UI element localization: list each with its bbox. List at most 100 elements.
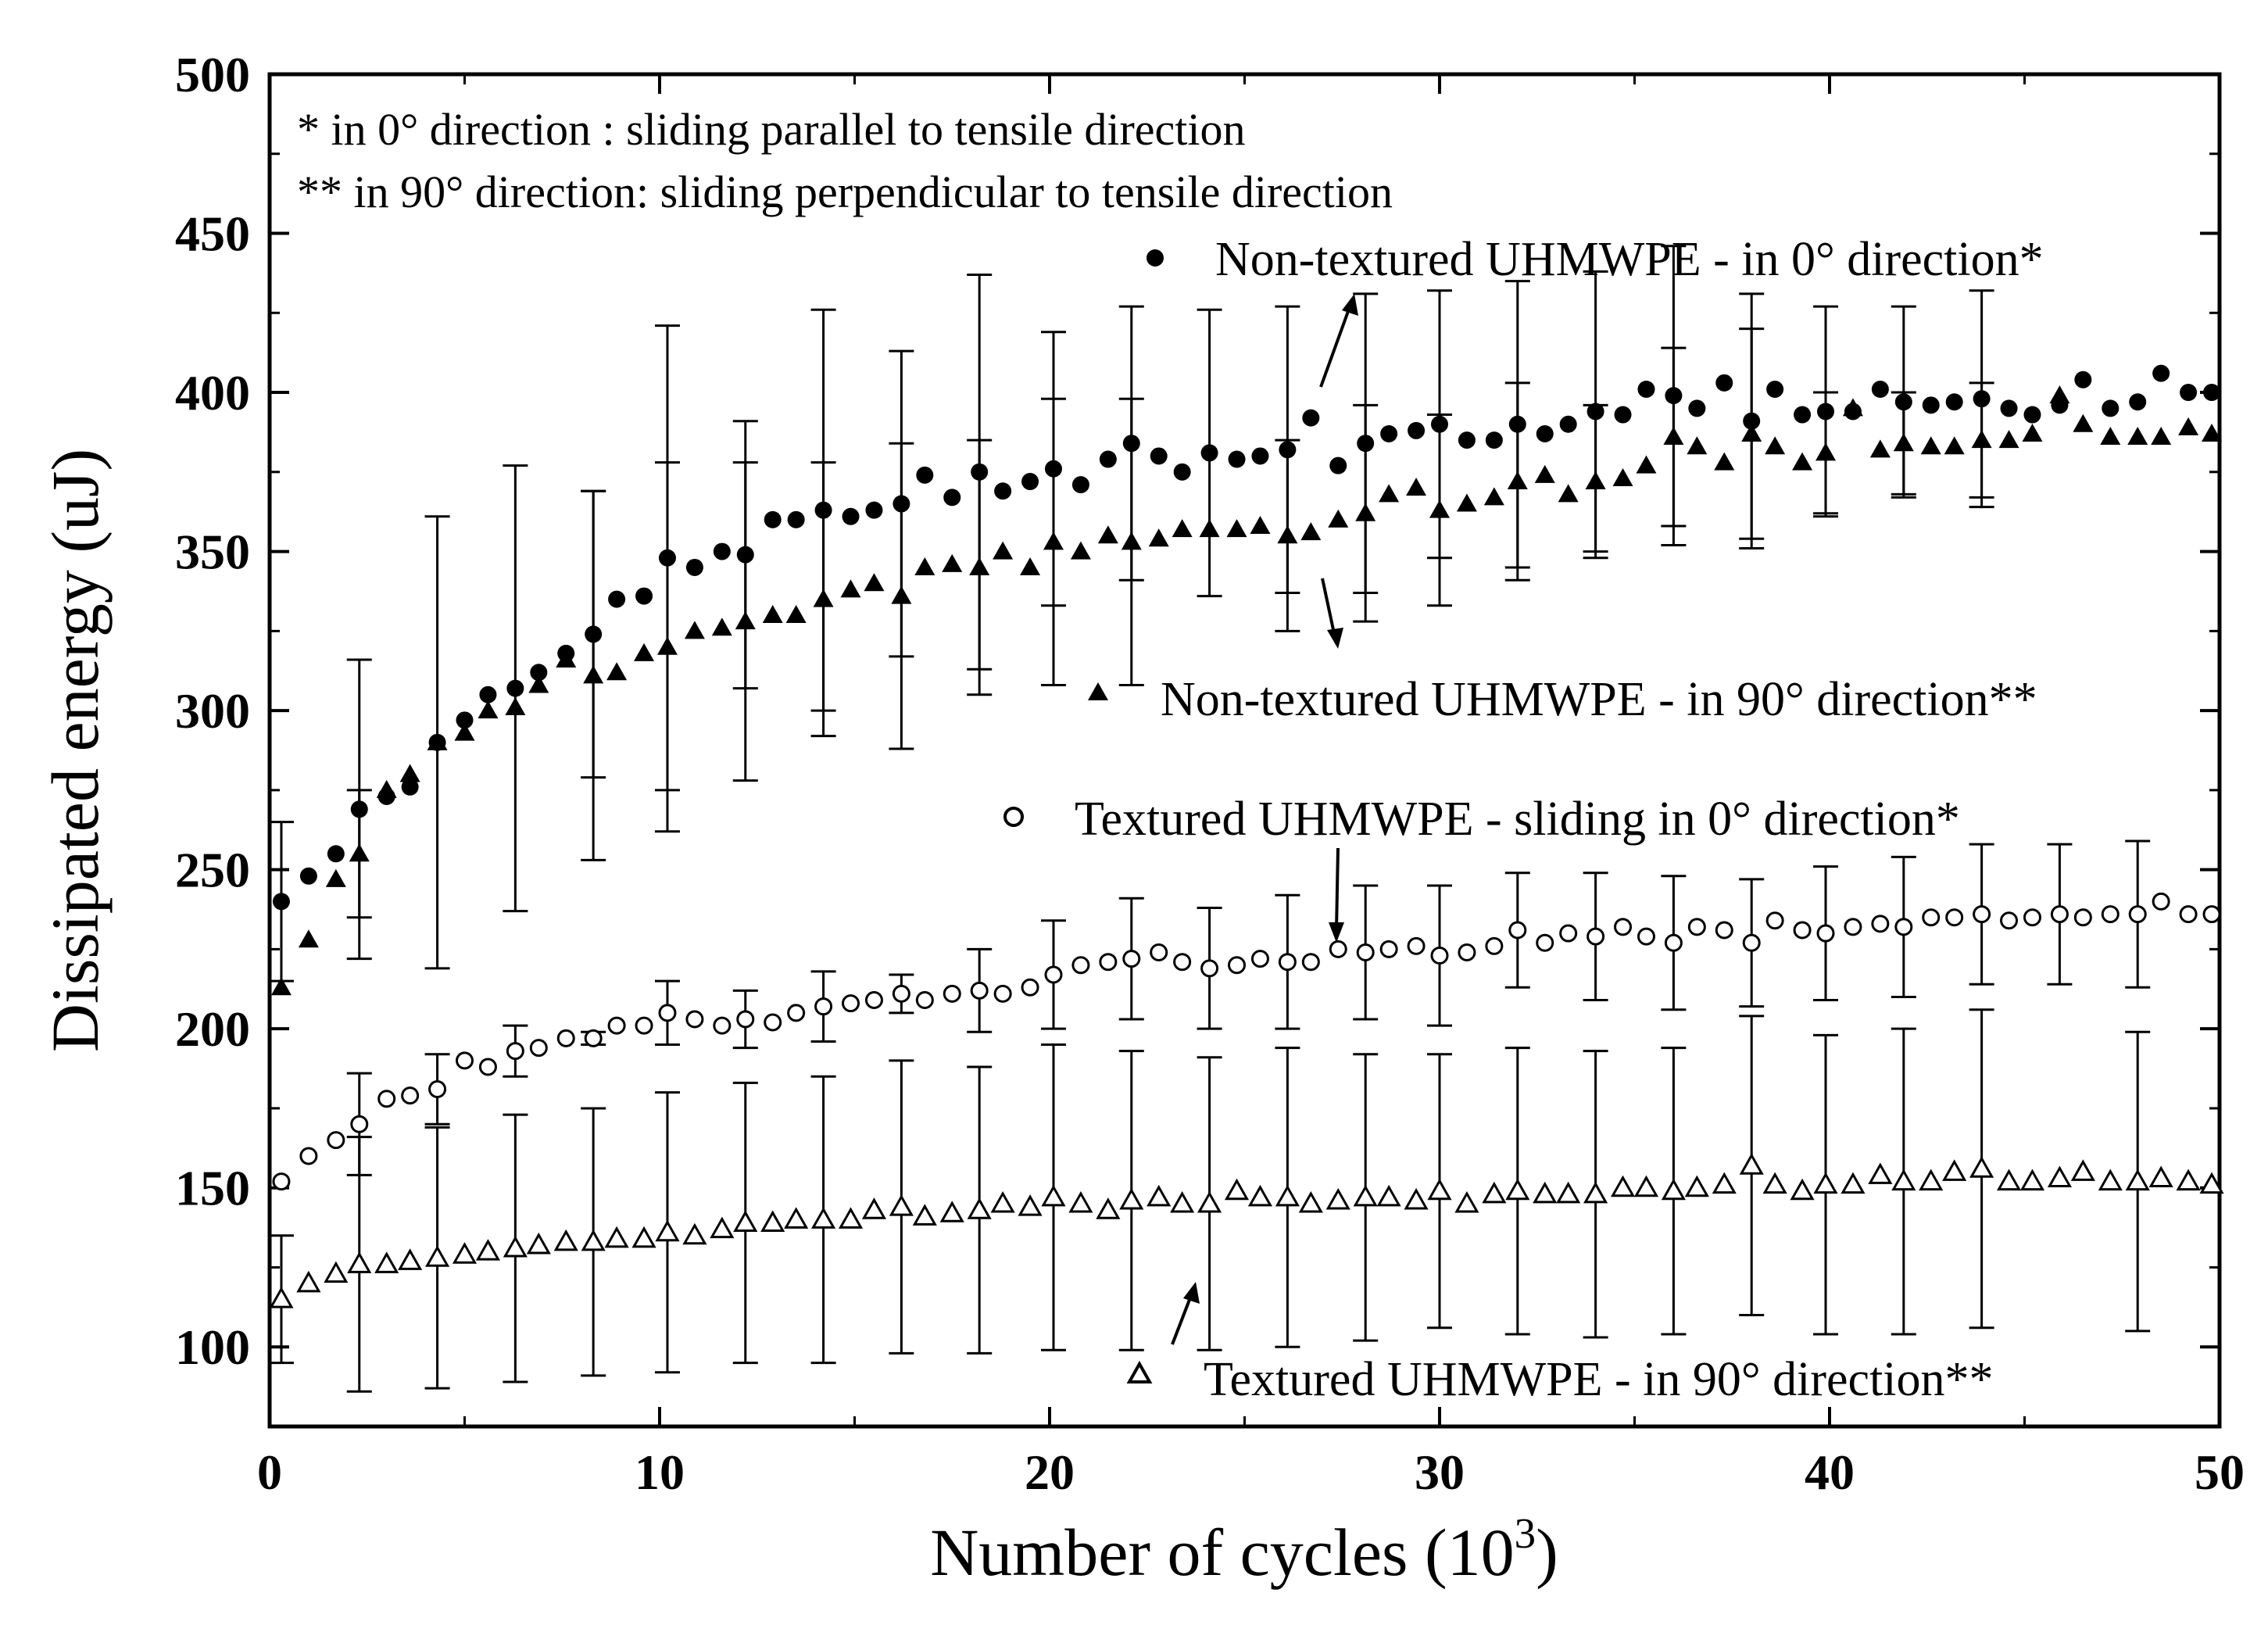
marker-textured-0: [1587, 927, 1605, 946]
marker-textured-0: [1664, 933, 1683, 952]
marker-non-textured-0: [1200, 444, 1218, 462]
marker-textured-0: [764, 1013, 782, 1032]
marker-textured-90: [1583, 1181, 1608, 1204]
marker-non-textured-0: [1485, 431, 1503, 449]
marker-textured-0: [506, 1042, 524, 1061]
marker-textured-90: [967, 1197, 992, 1219]
marker-textured-90: [2176, 1169, 2201, 1191]
marker-non-textured-90: [1944, 436, 1965, 455]
marker-non-textured-0: [943, 489, 961, 506]
y-tick-label: 100: [175, 1319, 250, 1375]
marker-textured-90: [452, 1242, 478, 1264]
marker-textured-0: [787, 1004, 806, 1022]
marker-textured-0: [1228, 956, 1247, 975]
legend-label-non-textured-0: Non-textured UHMWPE - in 0° direction*: [1215, 233, 2044, 286]
marker-non-textured-0: [327, 845, 345, 863]
marker-textured-0: [1458, 943, 1476, 961]
marker-non-textured-0: [1817, 403, 1835, 421]
marker-non-textured-0: [1071, 476, 1089, 494]
marker-non-textured-90: [1328, 509, 1349, 528]
marker-non-textured-90: [864, 573, 885, 592]
marker-non-textured-90: [1300, 522, 1322, 541]
marker-textured-0: [635, 1016, 653, 1035]
legend-label-textured-90: Textured UHMWPE - in 90° direction**: [1204, 1353, 1994, 1406]
marker-non-textured-0: [635, 587, 653, 605]
arrowhead-non-textured-90: [1327, 628, 1343, 649]
marker-textured-90: [1684, 1175, 1709, 1197]
marker-non-textured-90: [891, 585, 912, 604]
marker-textured-0: [2050, 905, 2069, 924]
marker-textured-90: [861, 1197, 887, 1219]
marker-textured-0: [915, 991, 934, 1010]
marker-non-textured-90: [1920, 436, 1941, 455]
marker-textured-0: [327, 1131, 345, 1150]
marker-non-textured-0: [814, 501, 832, 519]
legend-label-non-textured-90: Non-textured UHMWPE - in 90° direction**: [1161, 673, 2037, 726]
marker-textured-90: [374, 1251, 399, 1273]
marker-non-textured-0: [2102, 399, 2120, 417]
marker-non-textured-0: [2074, 370, 2092, 388]
marker-textured-0: [2000, 911, 2019, 930]
marker-non-textured-90: [1199, 519, 1220, 538]
marker-non-textured-0: [842, 507, 860, 525]
marker-textured-90: [1298, 1191, 1323, 1213]
marker-textured-0: [1278, 953, 1297, 972]
marker-non-textured-0: [1357, 435, 1375, 453]
marker-non-textured-0: [1279, 441, 1297, 459]
marker-non-textured-90: [914, 557, 935, 575]
marker-textured-0: [350, 1115, 369, 1133]
marker-textured-90: [1813, 1172, 1838, 1194]
marker-non-textured-90: [1148, 528, 1169, 547]
marker-non-textured-90: [1070, 541, 1091, 560]
marker-non-textured-90: [454, 722, 475, 741]
marker-textured-0: [401, 1086, 420, 1105]
marker-textured-0: [1922, 908, 1941, 927]
marker-textured-90: [1247, 1184, 1273, 1207]
marker-textured-0: [1099, 953, 1118, 972]
marker-non-textured-90: [1636, 455, 1657, 474]
marker-non-textured-0: [1536, 424, 1554, 442]
marker-non-textured-90: [1121, 532, 1142, 550]
marker-textured-90: [475, 1239, 501, 1261]
marker-non-textured-0: [1922, 396, 1940, 414]
marker-textured-90: [1633, 1175, 1659, 1197]
marker-textured-0: [1945, 908, 1964, 927]
marker-textured-90: [2199, 1172, 2224, 1194]
marker-textured-90: [1147, 1184, 1172, 1207]
data-markers: [269, 364, 2224, 1308]
marker-textured-0: [1816, 924, 1835, 943]
marker-non-textured-0: [713, 542, 731, 560]
marker-textured-90: [811, 1207, 836, 1229]
marker-non-textured-90: [1020, 557, 1041, 575]
marker-textured-90: [424, 1245, 450, 1267]
marker-textured-90: [1018, 1194, 1043, 1216]
marker-non-textured-0: [401, 778, 419, 796]
marker-non-textured-0: [350, 800, 368, 818]
marker-textured-90: [1170, 1191, 1195, 1213]
marker-textured-0: [456, 1051, 474, 1070]
marker-textured-90: [604, 1226, 629, 1248]
marker-textured-0: [377, 1090, 396, 1108]
marker-textured-0: [1793, 921, 1812, 940]
marker-textured-0: [584, 1029, 603, 1047]
marker-textured-0: [1715, 921, 1733, 940]
marker-non-textured-0: [1559, 415, 1577, 433]
legend-marker-textured-90: [1126, 1360, 1153, 1383]
marker-non-textured-90: [606, 662, 628, 681]
marker-non-textured-90: [813, 589, 834, 607]
y-tick-label: 200: [175, 1001, 250, 1057]
marker-non-textured-90: [942, 553, 963, 572]
marker-non-textured-0: [1794, 406, 1812, 424]
marker-non-textured-0: [272, 893, 290, 911]
marker-non-textured-0: [1431, 415, 1448, 433]
marker-textured-90: [912, 1204, 937, 1226]
marker-non-textured-90: [1663, 427, 1684, 446]
marker-textured-90: [296, 1270, 321, 1293]
marker-non-textured-90: [2100, 427, 2121, 446]
marker-textured-90: [1556, 1181, 1581, 1204]
marker-non-textured-90: [399, 764, 420, 782]
marker-textured-90: [1505, 1178, 1530, 1201]
marker-textured-90: [1482, 1181, 1507, 1204]
arrowhead-textured-90: [1183, 1282, 1200, 1304]
